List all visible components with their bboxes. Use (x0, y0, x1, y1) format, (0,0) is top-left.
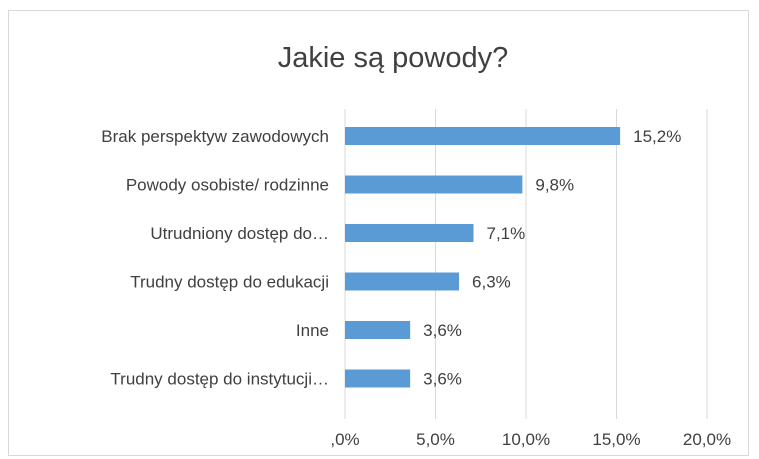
x-tick-label: ,0% (330, 430, 359, 449)
x-tick-label: 15,0% (592, 430, 640, 449)
category-label: Trudny dostęp do instytucji… (110, 370, 329, 389)
chart-area: Jakie są powody? Brak perspektyw zawodow… (8, 10, 749, 456)
data-label: 9,8% (535, 176, 574, 195)
data-labels: 15,2% 9,8% 7,1% 6,3% 3,6% 3,6% (423, 127, 681, 389)
chart-title: Jakie są powody? (278, 42, 509, 74)
category-label: Inne (296, 321, 329, 340)
data-label: 3,6% (423, 370, 462, 389)
bar (345, 272, 460, 291)
x-tick-label: 5,0% (416, 430, 455, 449)
x-tick-label: 10,0% (502, 430, 550, 449)
category-label: Trudny dostęp do edukacji (130, 273, 329, 292)
bar (345, 175, 523, 194)
data-label: 15,2% (633, 127, 681, 146)
x-tick-label: 20,0% (683, 430, 731, 449)
bars (345, 127, 621, 388)
bar (345, 369, 411, 388)
x-axis-tick-labels: ,0% 5,0% 10,0% 15,0% 20,0% (330, 430, 731, 449)
category-label: Brak perspektyw zawodowych (101, 127, 329, 146)
data-label: 3,6% (423, 321, 462, 340)
category-label: Utrudniony dostęp do… (150, 224, 329, 243)
gridlines (344, 109, 708, 419)
bar-chart: Jakie są powody? Brak perspektyw zawodow… (101, 42, 731, 449)
bar (345, 224, 474, 242)
bar (345, 127, 621, 145)
category-labels: Brak perspektyw zawodowych Powody osobist… (101, 127, 329, 389)
category-label: Powody osobiste/ rodzinne (126, 176, 329, 195)
bar (345, 321, 411, 339)
data-label: 6,3% (472, 273, 511, 292)
data-label: 7,1% (487, 224, 526, 243)
